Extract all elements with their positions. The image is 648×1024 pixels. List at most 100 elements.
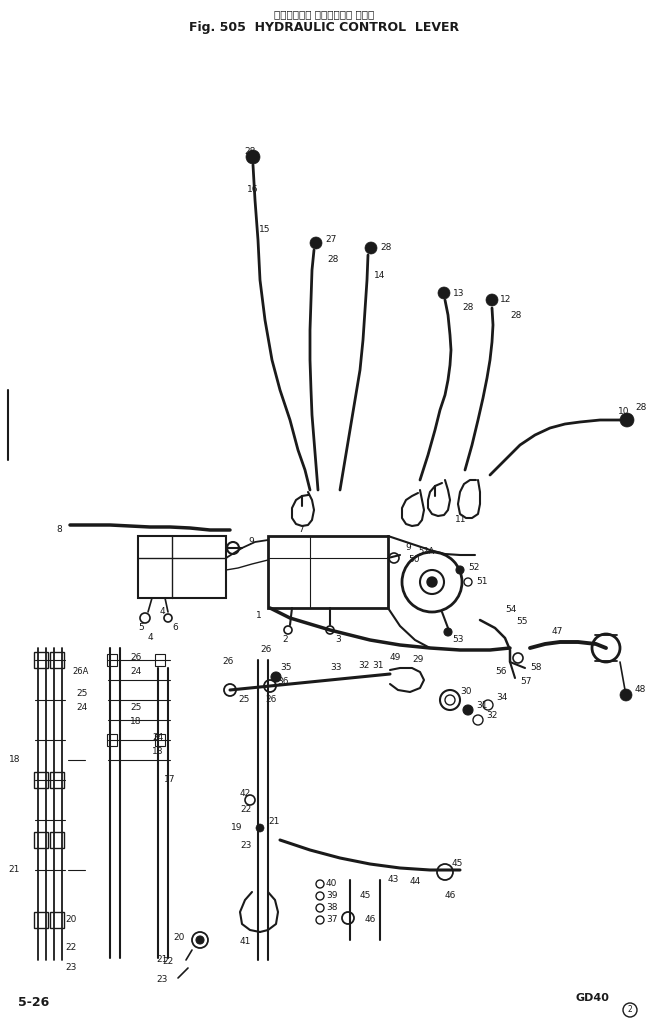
Text: 6: 6 (172, 624, 178, 633)
Text: 2: 2 (282, 636, 288, 644)
Circle shape (256, 824, 264, 831)
Text: 22: 22 (240, 806, 251, 814)
Text: 36: 36 (277, 678, 288, 686)
Text: 25: 25 (76, 689, 87, 698)
Text: 9: 9 (248, 538, 254, 547)
Text: 4: 4 (160, 607, 166, 616)
Text: 26: 26 (130, 653, 141, 663)
Text: 18: 18 (152, 748, 163, 757)
Text: 15: 15 (259, 225, 270, 234)
Text: 58: 58 (530, 664, 542, 673)
Text: 10: 10 (618, 408, 629, 417)
Text: 21: 21 (157, 955, 168, 965)
Text: 1: 1 (256, 611, 262, 621)
Text: 24: 24 (76, 703, 87, 713)
Text: 14: 14 (374, 270, 386, 280)
Bar (138, 536, 226, 598)
Text: 45: 45 (452, 859, 463, 868)
Text: 26A: 26A (72, 668, 88, 677)
Text: 18: 18 (130, 718, 141, 726)
Bar (50, 831, 64, 848)
Text: 31: 31 (476, 701, 487, 711)
Bar (107, 734, 117, 746)
Text: 28: 28 (462, 303, 474, 312)
Text: 29: 29 (412, 655, 423, 665)
Circle shape (196, 936, 204, 944)
Bar (50, 652, 64, 668)
Text: 2: 2 (628, 1006, 632, 1015)
Text: 9: 9 (405, 544, 411, 553)
Text: 28: 28 (380, 243, 391, 252)
Text: 57: 57 (520, 678, 531, 686)
Text: 23: 23 (65, 964, 76, 973)
Text: 28: 28 (244, 147, 255, 157)
Text: 32: 32 (358, 662, 369, 671)
Text: GD40: GD40 (575, 993, 609, 1002)
Text: 49: 49 (390, 653, 401, 663)
Bar (34, 831, 48, 848)
Text: 27: 27 (325, 236, 336, 245)
Text: 43: 43 (388, 876, 399, 885)
Text: 8: 8 (56, 525, 62, 535)
Text: 52A: 52A (418, 548, 434, 556)
Text: 19: 19 (231, 823, 242, 833)
Text: 35: 35 (280, 664, 292, 673)
Text: 23: 23 (240, 841, 251, 850)
Text: Fig. 505  HYDRAULIC CONTROL  LEVER: Fig. 505 HYDRAULIC CONTROL LEVER (189, 22, 459, 35)
Text: 37: 37 (326, 915, 338, 925)
Text: 50: 50 (408, 555, 419, 564)
Text: 53: 53 (452, 636, 463, 644)
Text: 51: 51 (476, 578, 487, 587)
Text: 34: 34 (496, 693, 507, 702)
Text: 38: 38 (326, 903, 338, 912)
Text: 48: 48 (635, 685, 646, 694)
Text: 22: 22 (163, 957, 174, 967)
Bar (34, 912, 48, 928)
Text: 20: 20 (65, 915, 76, 925)
Circle shape (365, 242, 377, 254)
Text: 3: 3 (335, 636, 341, 644)
Text: 24: 24 (130, 668, 141, 677)
Circle shape (310, 237, 322, 249)
Text: 40: 40 (326, 880, 338, 889)
Text: 54: 54 (505, 605, 516, 614)
Text: 25: 25 (130, 703, 141, 713)
Text: 26: 26 (265, 695, 277, 705)
Bar (268, 536, 388, 608)
Text: 16: 16 (246, 185, 258, 195)
Text: 28: 28 (635, 403, 646, 413)
Circle shape (463, 705, 473, 715)
Bar (107, 654, 117, 666)
Text: 21: 21 (8, 865, 20, 874)
Bar (50, 912, 64, 928)
Text: 47: 47 (552, 628, 563, 637)
Text: 33: 33 (330, 664, 341, 673)
Text: 45: 45 (360, 891, 371, 899)
Text: 56: 56 (495, 668, 507, 677)
Text: 30: 30 (460, 687, 472, 696)
Text: 17: 17 (163, 775, 175, 784)
Circle shape (620, 689, 632, 701)
Text: 26: 26 (222, 657, 233, 667)
Text: 55: 55 (516, 617, 527, 627)
Text: 28: 28 (327, 256, 338, 264)
Bar (34, 772, 48, 788)
Text: 44: 44 (410, 878, 421, 887)
Text: 5: 5 (138, 624, 144, 633)
Text: 20: 20 (174, 934, 185, 942)
Text: 13: 13 (453, 289, 465, 298)
Text: 7: 7 (298, 525, 304, 535)
Text: 12: 12 (500, 296, 511, 304)
Text: 4: 4 (148, 634, 154, 642)
Text: 46: 46 (365, 915, 376, 925)
Circle shape (620, 413, 634, 427)
Circle shape (486, 294, 498, 306)
Text: 41: 41 (240, 938, 251, 946)
Text: 28: 28 (510, 310, 522, 319)
Text: 25: 25 (238, 695, 249, 705)
Text: 31: 31 (372, 660, 384, 670)
Text: 46: 46 (445, 891, 456, 899)
Circle shape (456, 566, 464, 574)
Text: 52: 52 (468, 563, 480, 572)
Text: 18: 18 (8, 756, 20, 765)
